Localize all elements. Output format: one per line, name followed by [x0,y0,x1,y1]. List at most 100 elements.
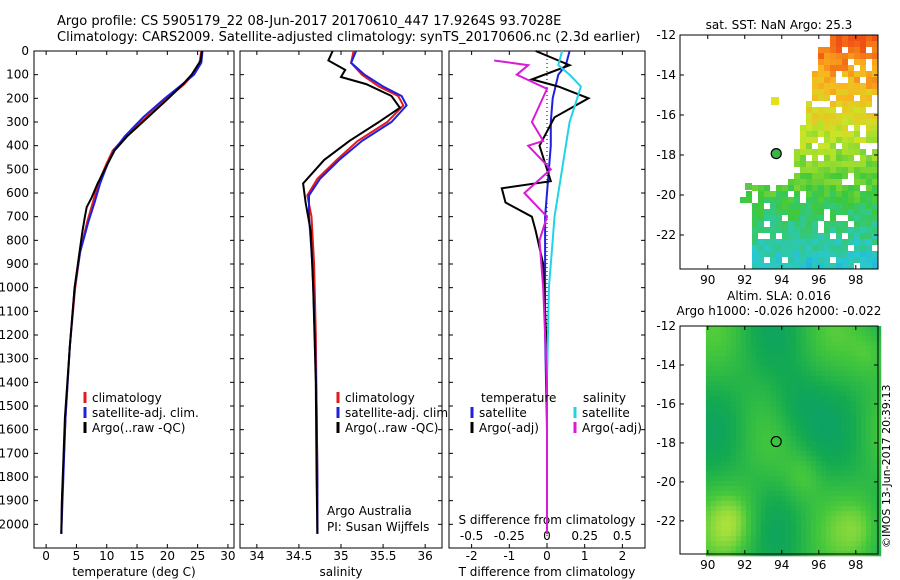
sst-cell [842,209,848,215]
sla-cell [740,426,747,432]
sla-cell [790,531,797,537]
sla-cell [715,446,722,452]
sla-cell [855,541,862,547]
depth-tick-label: 1600 [0,423,29,437]
sla-cell [815,461,822,467]
sst-cell [776,257,782,263]
sla-cell [730,426,737,432]
sla-cell [825,456,832,462]
sla-cell [785,411,792,417]
sla-cell [800,501,807,507]
sla-cell [755,386,762,392]
sla-cell [730,411,737,417]
sla-cell [830,401,837,407]
sla-cell [735,376,742,382]
sla-cell [710,411,717,417]
sla-cell [725,336,732,342]
sla-cell [815,521,822,527]
salinity-xtick-label: 35 [333,549,348,563]
sla-cell [725,451,732,457]
sla-cell [830,451,837,457]
sla-cell [850,501,857,507]
sla-cell [820,541,827,547]
sla-cell [770,536,777,542]
sla-cell [845,351,852,357]
sla-cell [825,426,832,432]
sla-cell [865,386,872,392]
sst-cell [872,77,878,83]
sla-cell [815,416,822,422]
sla-cell [715,361,722,367]
sla-cell [725,526,732,532]
depth-tick-label: 500 [6,162,29,176]
sla-cell [825,441,832,447]
sst-cell [800,155,806,161]
sla-cell [820,446,827,452]
sla-cell [795,466,802,472]
sla-cell [740,461,747,467]
sst-cell [830,53,836,59]
sla-cell [740,331,747,337]
sla-cell [785,426,792,432]
sla-cell [855,411,862,417]
sst-cell [872,179,878,185]
sla-cell [735,471,742,477]
sla-cell [850,511,857,517]
sla-cell [790,496,797,502]
difference-T-axis-label: T difference from climatology [458,565,636,579]
sla-cell [805,416,812,422]
sla-cell [780,521,787,527]
sla-cell [815,421,822,427]
sla-cell [830,326,837,332]
sla-cell [755,471,762,477]
sst-cell [812,71,818,77]
sst-cell [788,221,794,227]
sst-cell [860,191,866,197]
sla-cell [745,486,752,492]
sla-cell [810,416,817,422]
sla-cell [755,361,762,367]
sla-cell [870,511,877,517]
sla-cell [855,426,862,432]
sla-cell [740,466,747,472]
sla-cell [820,411,827,417]
sla-cell [790,361,797,367]
sla-cell [750,356,757,362]
sla-cell [810,406,817,412]
sla-cell [835,516,842,522]
sst-cell [866,161,872,167]
sst-cell [758,239,764,245]
sst-cell [752,227,758,233]
sla-cell [790,411,797,417]
sla-cell [790,351,797,357]
sla-cell [725,436,732,442]
sla-cell [795,346,802,352]
sla-cell [725,416,732,422]
sst-cell [776,245,782,251]
sla-cell [775,476,782,482]
sla-cell [805,526,812,532]
sla-cell [705,471,712,477]
sst-cell [836,125,842,131]
sla-cell [770,416,777,422]
sla-cell [725,426,732,432]
sst-cell [854,41,860,47]
sst-cell [830,101,836,107]
sst-cell [836,119,842,125]
sst-cell [848,263,854,269]
sla-cell [795,341,802,347]
sla-cell [705,376,712,382]
sla-cell [870,461,877,467]
sst-cell [872,59,878,65]
sst-cell [836,251,842,257]
sla-cell [790,441,797,447]
sla-cell [800,416,807,422]
salinity-legend-label: satellite-adj. clim. [345,406,452,420]
sla-cell [765,521,772,527]
sla-cell [775,336,782,342]
sst-cell [770,251,776,257]
sst-cell [818,113,824,119]
difference-T-xtick-label: 2 [619,549,627,563]
sst-cell [818,77,824,83]
sst-cell [794,263,800,269]
